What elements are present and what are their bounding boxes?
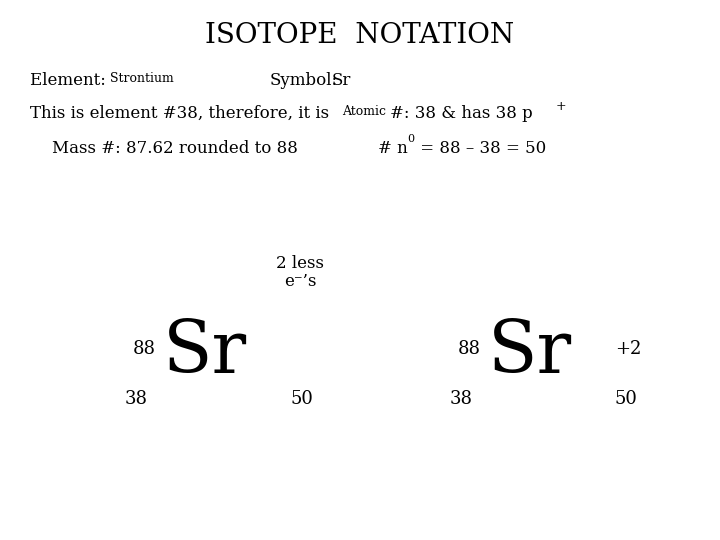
Text: Element:: Element: [30,72,111,89]
Text: Strontium: Strontium [110,72,174,85]
Text: 50: 50 [290,390,313,408]
Text: e⁻’s: e⁻’s [284,273,316,290]
Text: 88: 88 [133,340,156,358]
Text: +2: +2 [615,340,642,358]
Text: Sr: Sr [488,318,572,388]
Text: 0: 0 [407,134,414,144]
Text: # n: # n [378,140,408,157]
Text: #: 38 & has 38 p: #: 38 & has 38 p [390,105,533,122]
Text: = 88 – 38 = 50: = 88 – 38 = 50 [415,140,546,157]
Text: 50: 50 [615,390,638,408]
Text: 38: 38 [450,390,473,408]
Text: Symbol:: Symbol: [270,72,338,89]
Text: Mass #: 87.62 rounded to 88: Mass #: 87.62 rounded to 88 [52,140,298,157]
Text: 38: 38 [125,390,148,408]
Text: +: + [556,100,567,113]
Text: 88: 88 [458,340,481,358]
Text: Sr: Sr [332,72,351,89]
Text: ISOTOPE  NOTATION: ISOTOPE NOTATION [205,22,515,49]
Text: This is element #38, therefore, it is: This is element #38, therefore, it is [30,105,334,122]
Text: Atomic: Atomic [342,105,386,118]
Text: 2 less: 2 less [276,255,324,272]
Text: Sr: Sr [163,318,247,388]
